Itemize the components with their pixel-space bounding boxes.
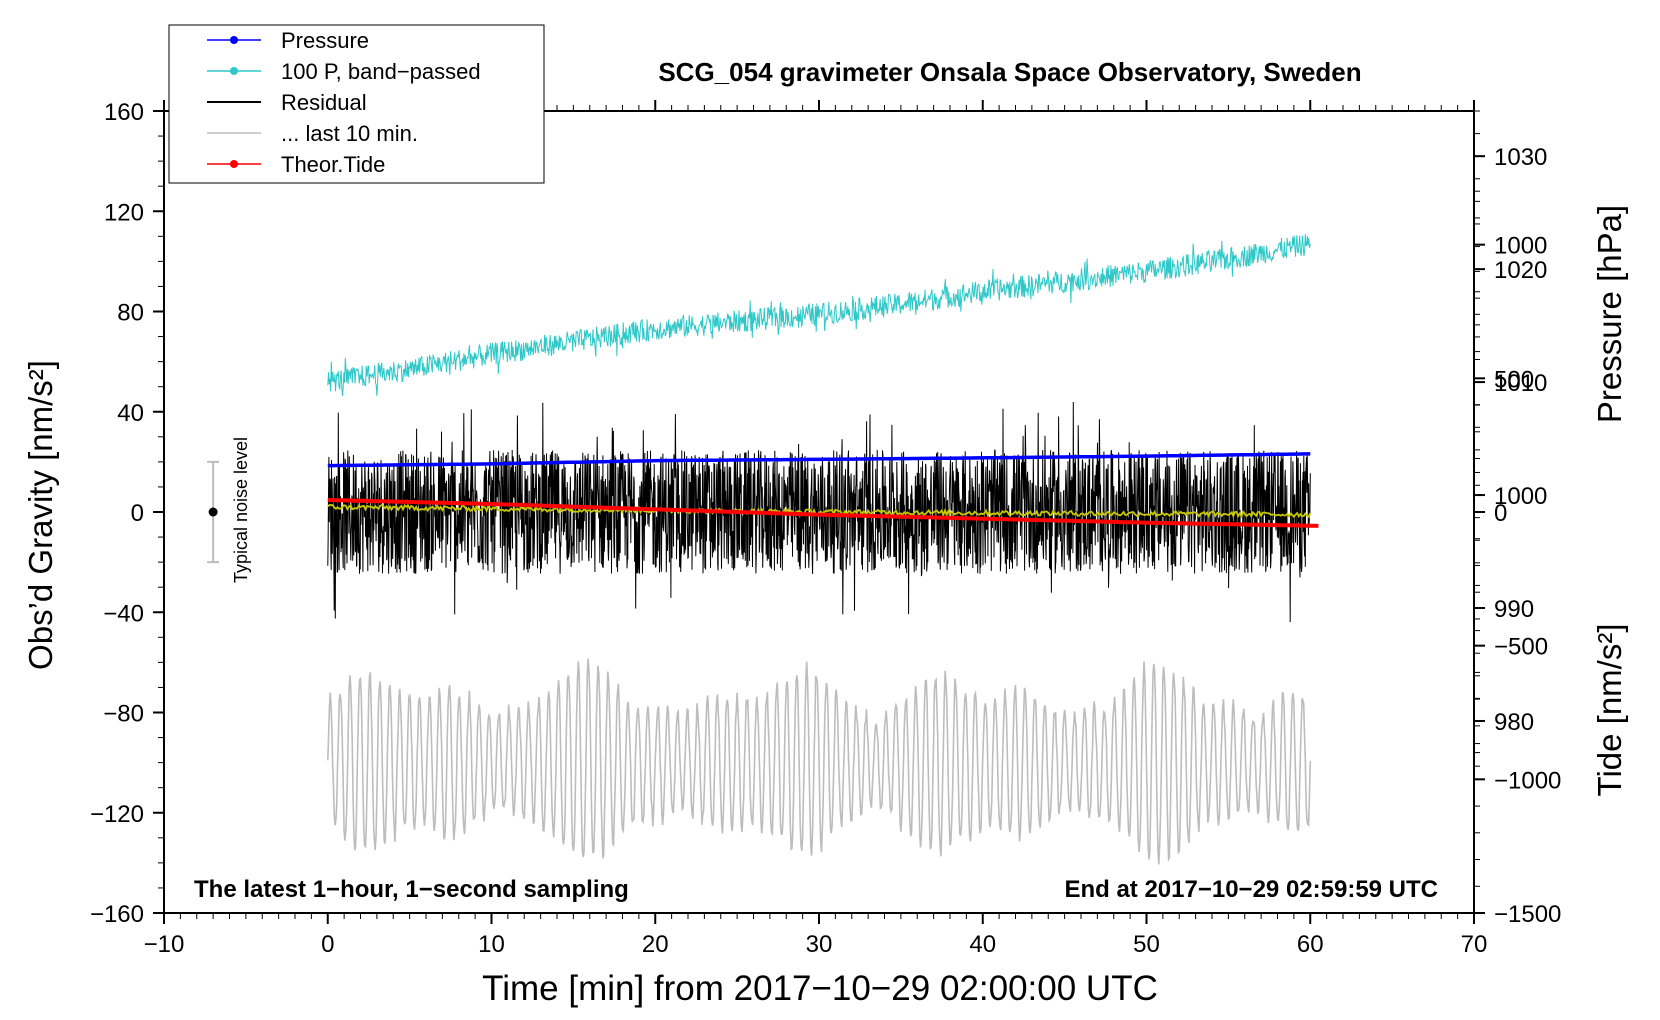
y-tick-label: −160 [90,901,144,928]
series-theoretical-tide [327,498,1319,528]
annotation-end-time: End at 2017−10−29 02:59:59 UTC [1064,876,1438,903]
series-last-10-min [327,658,1312,865]
x-tick-label: 20 [642,931,669,958]
legend-label: Pressure [281,28,369,53]
x-tick-label: 70 [1461,931,1488,958]
chart-title: SCG_054 gravimeter Onsala Space Observat… [658,57,1361,87]
tide-tick-label: 1000 [1494,233,1547,260]
legend-box [168,24,545,184]
y-tick-label: 120 [104,199,144,226]
x-tick-label: 30 [806,931,833,958]
pressure-tick-label: 1000 [1494,483,1547,510]
annotation-sampling: The latest 1−hour, 1−second sampling [194,876,629,903]
legend-marker [230,160,238,168]
pressure-tick-label: 1010 [1494,370,1547,397]
pressure-tick-label: 1030 [1494,144,1547,171]
x-tick-label: −10 [144,931,185,958]
y-tick-label: 80 [117,300,144,327]
noise-bar-dot [208,507,218,517]
y-tick-label: −40 [103,600,144,627]
legend-label: ... last 10 min. [281,121,418,146]
tide-tick-label: −1500 [1494,901,1561,928]
pressure-tick-label: 980 [1494,709,1534,736]
y-axis-label-pressure: Pressure [hPa] [1591,205,1628,423]
x-tick-label: 10 [478,931,505,958]
tide-tick-label: 500 [1494,366,1534,393]
tide-tick-label: −1000 [1494,767,1561,794]
pressure-tick-label: 1020 [1494,257,1547,284]
text-layer: SCG_054 gravimeter Onsala Space Observat… [22,57,1628,1008]
x-tick-label: 40 [969,931,996,958]
y-tick-label: 160 [104,99,144,126]
y-tick-label: −120 [90,801,144,828]
legend: Pressure 100 P, band−passed Residual ... la… [168,24,545,184]
y-axis-label-tide: Tide [nm/s²] [1591,624,1628,797]
series-pressure [327,452,1311,468]
x-tick-label: 60 [1297,931,1324,958]
x-axis-label: Time [min] from 2017−10−29 02:00:00 UTC [482,969,1158,1008]
series-band-passed-pressure [327,234,1311,397]
y-tick-label: 40 [117,400,144,427]
pressure-tick-label: 990 [1494,596,1534,623]
legend-label: 100 P, band−passed [281,59,481,84]
y-tick-label: −80 [103,701,144,728]
tide-tick-label: 0 [1494,500,1507,527]
legend-label: Theor.Tide [281,152,385,177]
tide-tick-label: −500 [1494,634,1548,661]
x-tick-label: 50 [1133,931,1160,958]
noise-level-label: Typical noise level [231,437,251,583]
legend-marker [230,67,238,75]
legend-label: Residual [281,90,367,115]
axes-layer: −10 0 10 20 30 40 50 60 70−160−120−80−4004080120… [90,99,1561,958]
legend-marker [230,36,238,44]
series-residual [327,401,1311,623]
y-axis-label-gravity: Obs’d Gravity [nm/s²] [22,360,59,670]
y-tick-label: 0 [131,500,144,527]
x-tick-label: 0 [321,931,334,958]
series-layer [207,234,1319,865]
